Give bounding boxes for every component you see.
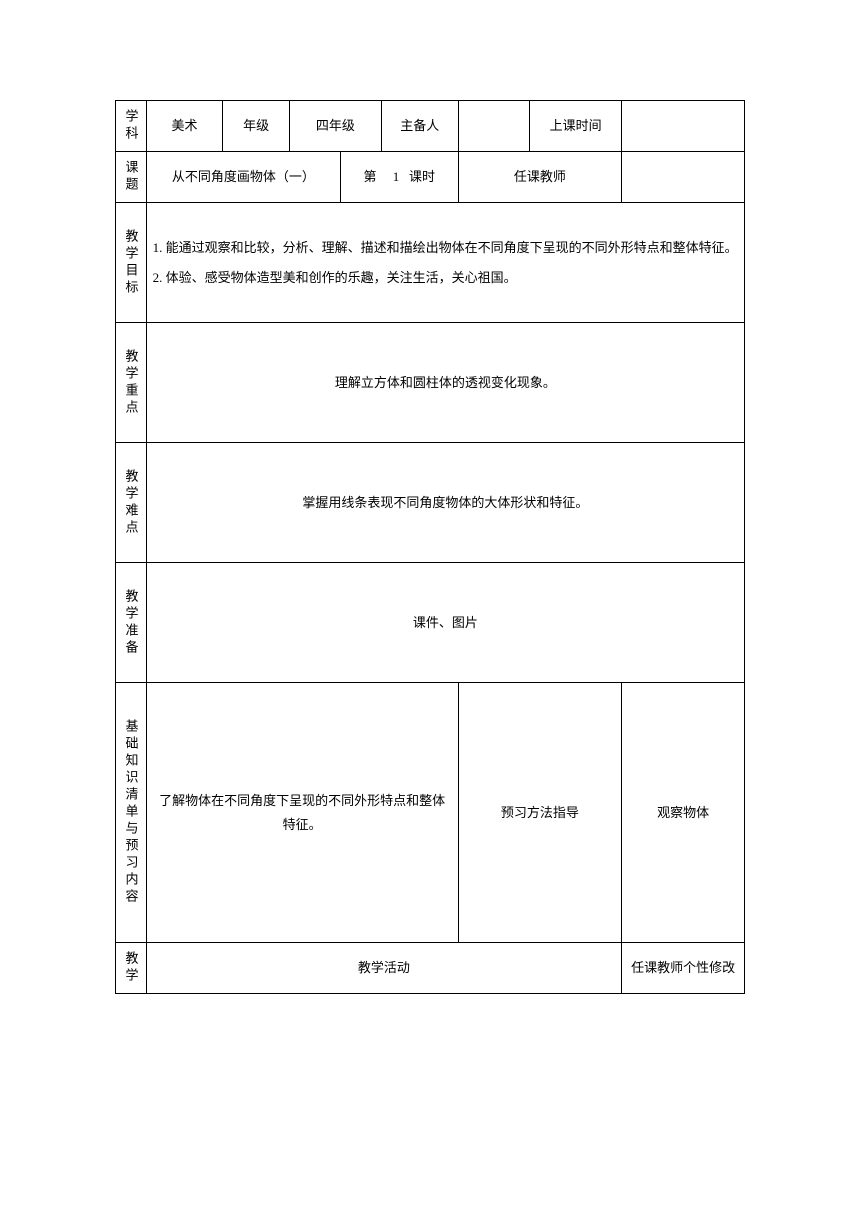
teacher-value — [622, 152, 745, 203]
basics-method-label: 预习方法指导 — [458, 683, 622, 943]
preparation-content: 课件、图片 — [146, 563, 744, 683]
preparation-row: 教学准备 课件、图片 — [116, 563, 745, 683]
preparer-value — [458, 101, 530, 152]
focus-label: 教学重点 — [116, 323, 147, 443]
objectives-row: 教学目标 1. 能通过观察和比较，分析、理解、描述和描绘出物体在不同角度下呈现的… — [116, 203, 745, 323]
focus-content: 理解立方体和圆柱体的透视变化现象。 — [146, 323, 744, 443]
teacher-label: 任课教师 — [458, 152, 622, 203]
difficulty-label: 教学难点 — [116, 443, 147, 563]
objectives-para1: 1. 能通过观察和比较，分析、理解、描述和描绘出物体在不同角度下呈现的不同外形特… — [153, 236, 738, 259]
period-unit: 课时 — [409, 169, 435, 184]
class-time-value — [622, 101, 745, 152]
focus-row: 教学重点 理解立方体和圆柱体的透视变化现象。 — [116, 323, 745, 443]
subject-label: 学科 — [116, 101, 147, 152]
objectives-para2: 2. 体验、感受物体造型美和创作的乐趣，关注生活，关心祖国。 — [153, 266, 738, 289]
difficulty-content: 掌握用线条表现不同角度物体的大体形状和特征。 — [146, 443, 744, 563]
period-cell: 第 1 课时 — [340, 152, 458, 203]
activities-row: 教学 教学活动 任课教师个性修改 — [116, 943, 745, 994]
basics-row: 基础知识清单与预习内容 了解物体在不同角度下呈现的不同外形特点和整体特征。 预习… — [116, 683, 745, 943]
header-row-1: 学科 美术 年级 四年级 主备人 上课时间 — [116, 101, 745, 152]
basics-method-value: 观察物体 — [622, 683, 745, 943]
lesson-plan-table: 学科 美术 年级 四年级 主备人 上课时间 课题 从不同角度画物体（一） 第 1… — [115, 100, 745, 994]
activities-content: 教学活动 — [146, 943, 622, 994]
basics-content: 了解物体在不同角度下呈现的不同外形特点和整体特征。 — [146, 683, 458, 943]
header-row-2: 课题 从不同角度画物体（一） 第 1 课时 任课教师 — [116, 152, 745, 203]
grade-value: 四年级 — [289, 101, 381, 152]
preparation-label: 教学准备 — [116, 563, 147, 683]
grade-label: 年级 — [223, 101, 289, 152]
activities-modification-label: 任课教师个性修改 — [622, 943, 745, 994]
difficulty-row: 教学难点 掌握用线条表现不同角度物体的大体形状和特征。 — [116, 443, 745, 563]
topic-value: 从不同角度画物体（一） — [146, 152, 340, 203]
activities-label: 教学 — [116, 943, 147, 994]
period-number: 1 — [393, 169, 400, 184]
class-time-label: 上课时间 — [530, 101, 622, 152]
objectives-label: 教学目标 — [116, 203, 147, 323]
period-label: 第 — [364, 169, 377, 184]
objectives-content: 1. 能通过观察和比较，分析、理解、描述和描绘出物体在不同角度下呈现的不同外形特… — [146, 203, 744, 323]
preparer-label: 主备人 — [381, 101, 458, 152]
subject-value: 美术 — [146, 101, 223, 152]
basics-label: 基础知识清单与预习内容 — [116, 683, 147, 943]
topic-label: 课题 — [116, 152, 147, 203]
